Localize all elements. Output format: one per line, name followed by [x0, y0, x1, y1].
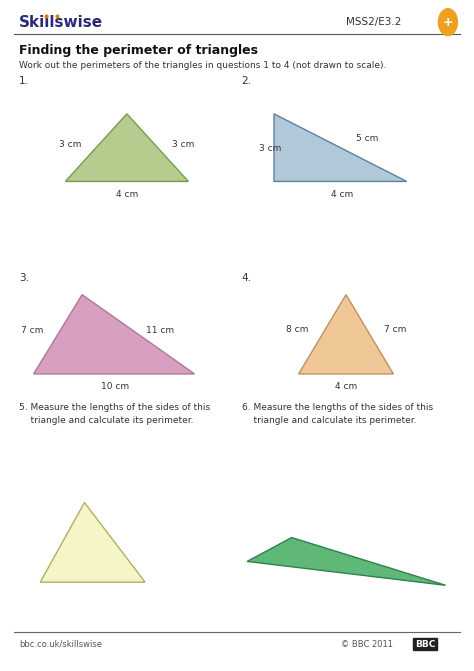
Text: 6. Measure the lengths of the sides of this
    triangle and calculate its perim: 6. Measure the lengths of the sides of t… — [242, 403, 433, 425]
Text: Skillswise: Skillswise — [19, 15, 103, 30]
Polygon shape — [40, 503, 145, 582]
Text: 10 cm: 10 cm — [101, 382, 129, 391]
Text: 8 cm: 8 cm — [286, 325, 308, 333]
Text: © BBC 2011: © BBC 2011 — [341, 639, 393, 649]
Text: 3 cm: 3 cm — [172, 140, 194, 148]
Text: 2.: 2. — [242, 76, 252, 87]
Text: 5. Measure the lengths of the sides of this
    triangle and calculate its perim: 5. Measure the lengths of the sides of t… — [19, 403, 210, 425]
Text: 3 cm: 3 cm — [59, 140, 82, 148]
Text: 11 cm: 11 cm — [146, 327, 174, 336]
Text: Work out the perimeters of the triangles in questions 1 to 4 (not drawn to scale: Work out the perimeters of the triangles… — [19, 61, 386, 70]
Text: 4 cm: 4 cm — [331, 190, 353, 199]
Circle shape — [438, 9, 457, 36]
Text: 5 cm: 5 cm — [356, 134, 378, 142]
Text: 4 cm: 4 cm — [335, 382, 357, 391]
Text: 4 cm: 4 cm — [116, 190, 138, 199]
Text: 7 cm: 7 cm — [384, 325, 406, 333]
Text: MSS2/E3.2: MSS2/E3.2 — [346, 17, 401, 27]
Text: 4.: 4. — [242, 273, 252, 283]
Text: 1.: 1. — [19, 76, 29, 87]
Text: 3.: 3. — [19, 273, 29, 283]
Text: bbc.co.uk/skillswise: bbc.co.uk/skillswise — [19, 639, 102, 649]
Polygon shape — [65, 114, 188, 181]
Polygon shape — [34, 295, 194, 374]
Polygon shape — [274, 114, 407, 181]
Text: BBC: BBC — [415, 639, 435, 649]
Polygon shape — [247, 537, 446, 585]
Text: 3 cm: 3 cm — [259, 144, 281, 152]
Polygon shape — [299, 295, 393, 374]
Text: +: + — [443, 15, 453, 29]
Text: 7 cm: 7 cm — [21, 327, 43, 336]
Text: Finding the perimeter of triangles: Finding the perimeter of triangles — [19, 44, 258, 58]
